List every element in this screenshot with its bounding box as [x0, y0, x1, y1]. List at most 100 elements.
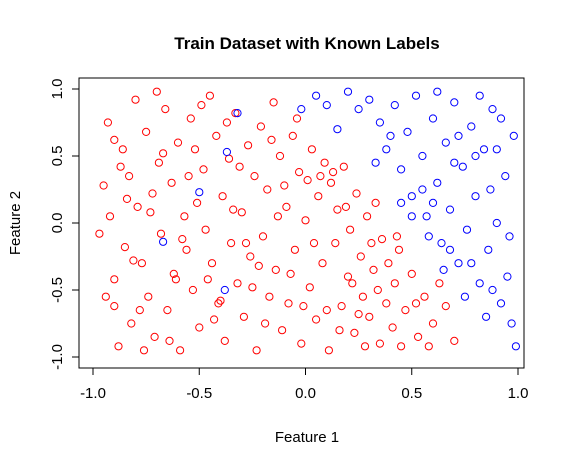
data-point-blue-50 — [445, 245, 455, 254]
data-point-red-141 — [309, 239, 319, 248]
data-point-red-22 — [169, 269, 178, 278]
data-point-blue-32 — [460, 292, 469, 301]
data-point-red-43 — [237, 208, 246, 217]
data-point-blue-9 — [422, 212, 431, 221]
data-point-blue-33 — [439, 265, 448, 274]
x-tick-label-2: 0.0 — [295, 385, 316, 402]
data-point-red-83 — [365, 312, 374, 321]
data-point-red-133 — [159, 149, 168, 158]
data-point-red-142 — [329, 168, 338, 177]
data-point-red-148 — [441, 302, 450, 311]
data-point-red-144 — [373, 285, 382, 295]
data-point-blue-29 — [509, 131, 518, 140]
data-point-red-136 — [216, 296, 225, 305]
data-points — [95, 87, 521, 355]
data-point-red-16 — [150, 332, 159, 341]
data-point-red-71 — [326, 178, 336, 187]
data-point-red-82 — [363, 212, 372, 221]
data-point-red-87 — [377, 235, 387, 244]
data-point-blue-15 — [450, 98, 459, 107]
data-point-blue-46 — [454, 131, 463, 140]
data-point-red-59 — [288, 131, 297, 140]
data-point-red-131 — [122, 194, 132, 203]
data-point-red-51 — [263, 185, 272, 194]
data-point-red-132 — [139, 346, 149, 355]
data-point-blue-56 — [492, 145, 501, 154]
data-point-blue-49 — [424, 232, 433, 241]
y-tick-label-1: -0.5 — [49, 277, 66, 303]
data-point-red-21 — [167, 178, 176, 187]
data-point-red-27 — [186, 114, 195, 123]
data-point-blue-28 — [505, 232, 514, 241]
data-point-blue-31 — [482, 312, 491, 321]
data-point-blue-3 — [390, 101, 399, 110]
data-point-blue-23 — [484, 245, 493, 254]
x-axis-label: Feature 1 — [275, 429, 339, 446]
data-point-blue-58 — [407, 212, 416, 221]
data-point-blue-57 — [428, 198, 438, 207]
data-point-red-88 — [382, 299, 391, 308]
data-point-red-72 — [331, 239, 340, 248]
data-point-red-101 — [116, 162, 125, 171]
data-point-red-107 — [229, 205, 238, 214]
data-point-red-84 — [369, 265, 378, 274]
data-point-red-13 — [142, 127, 151, 136]
data-point-red-18 — [156, 229, 166, 238]
data-point-blue-17 — [458, 162, 467, 171]
data-point-red-135 — [197, 101, 206, 110]
data-point-red-146 — [411, 299, 421, 308]
data-point-red-97 — [420, 292, 429, 301]
data-point-blue-42 — [322, 101, 331, 110]
data-point-red-120 — [203, 275, 212, 284]
data-point-red-99 — [435, 279, 444, 288]
data-point-red-118 — [165, 336, 174, 345]
data-point-red-4 — [110, 302, 119, 311]
data-point-red-5 — [114, 342, 123, 351]
data-point-red-42 — [233, 279, 242, 288]
x-axis: -1.0 -0.5 0.0 0.5 1.0 — [80, 367, 528, 402]
data-point-red-85 — [371, 198, 380, 207]
data-point-red-139 — [273, 212, 282, 221]
data-point-red-55 — [275, 151, 285, 161]
data-point-blue-55 — [471, 151, 480, 161]
data-point-red-110 — [286, 269, 295, 278]
y-axis-label: Feature 2 — [7, 191, 24, 255]
data-point-red-35 — [212, 131, 221, 140]
data-point-red-52 — [265, 292, 274, 301]
data-point-red-8 — [125, 172, 134, 181]
data-point-blue-2 — [382, 145, 391, 154]
x-tick-label-3: 0.5 — [401, 385, 422, 402]
data-point-red-41 — [231, 109, 240, 118]
data-point-red-58 — [284, 299, 293, 308]
data-point-blue-20 — [471, 192, 480, 201]
data-point-red-94 — [401, 306, 410, 315]
data-point-red-10 — [131, 95, 140, 104]
data-point-red-0 — [99, 181, 108, 190]
data-point-red-127 — [335, 326, 344, 335]
data-point-red-111 — [303, 176, 312, 185]
data-point-red-140 — [292, 114, 302, 123]
data-point-red-70 — [324, 346, 333, 355]
data-point-red-45 — [244, 141, 253, 150]
data-point-red-28 — [188, 285, 197, 295]
plot-frame — [78, 77, 525, 369]
data-point-blue-60 — [222, 147, 231, 157]
data-point-red-12 — [137, 259, 146, 268]
data-point-blue-11 — [433, 178, 442, 187]
data-point-red-143 — [354, 310, 363, 319]
data-point-blue-59 — [486, 185, 495, 194]
data-point-red-104 — [171, 275, 180, 284]
data-point-red-23 — [173, 138, 183, 147]
data-point-red-54 — [271, 265, 280, 274]
data-point-red-122 — [241, 239, 251, 248]
data-point-red-49 — [256, 122, 265, 131]
data-point-red-38 — [220, 336, 229, 345]
data-point-red-32 — [201, 225, 210, 234]
data-point-red-106 — [210, 315, 219, 324]
data-point-red-91 — [390, 279, 399, 288]
data-point-red-80 — [356, 252, 365, 261]
data-point-red-113 — [341, 202, 350, 211]
data-point-blue-22 — [479, 145, 489, 154]
data-point-blue-5 — [403, 127, 412, 136]
data-point-red-149 — [450, 336, 459, 345]
